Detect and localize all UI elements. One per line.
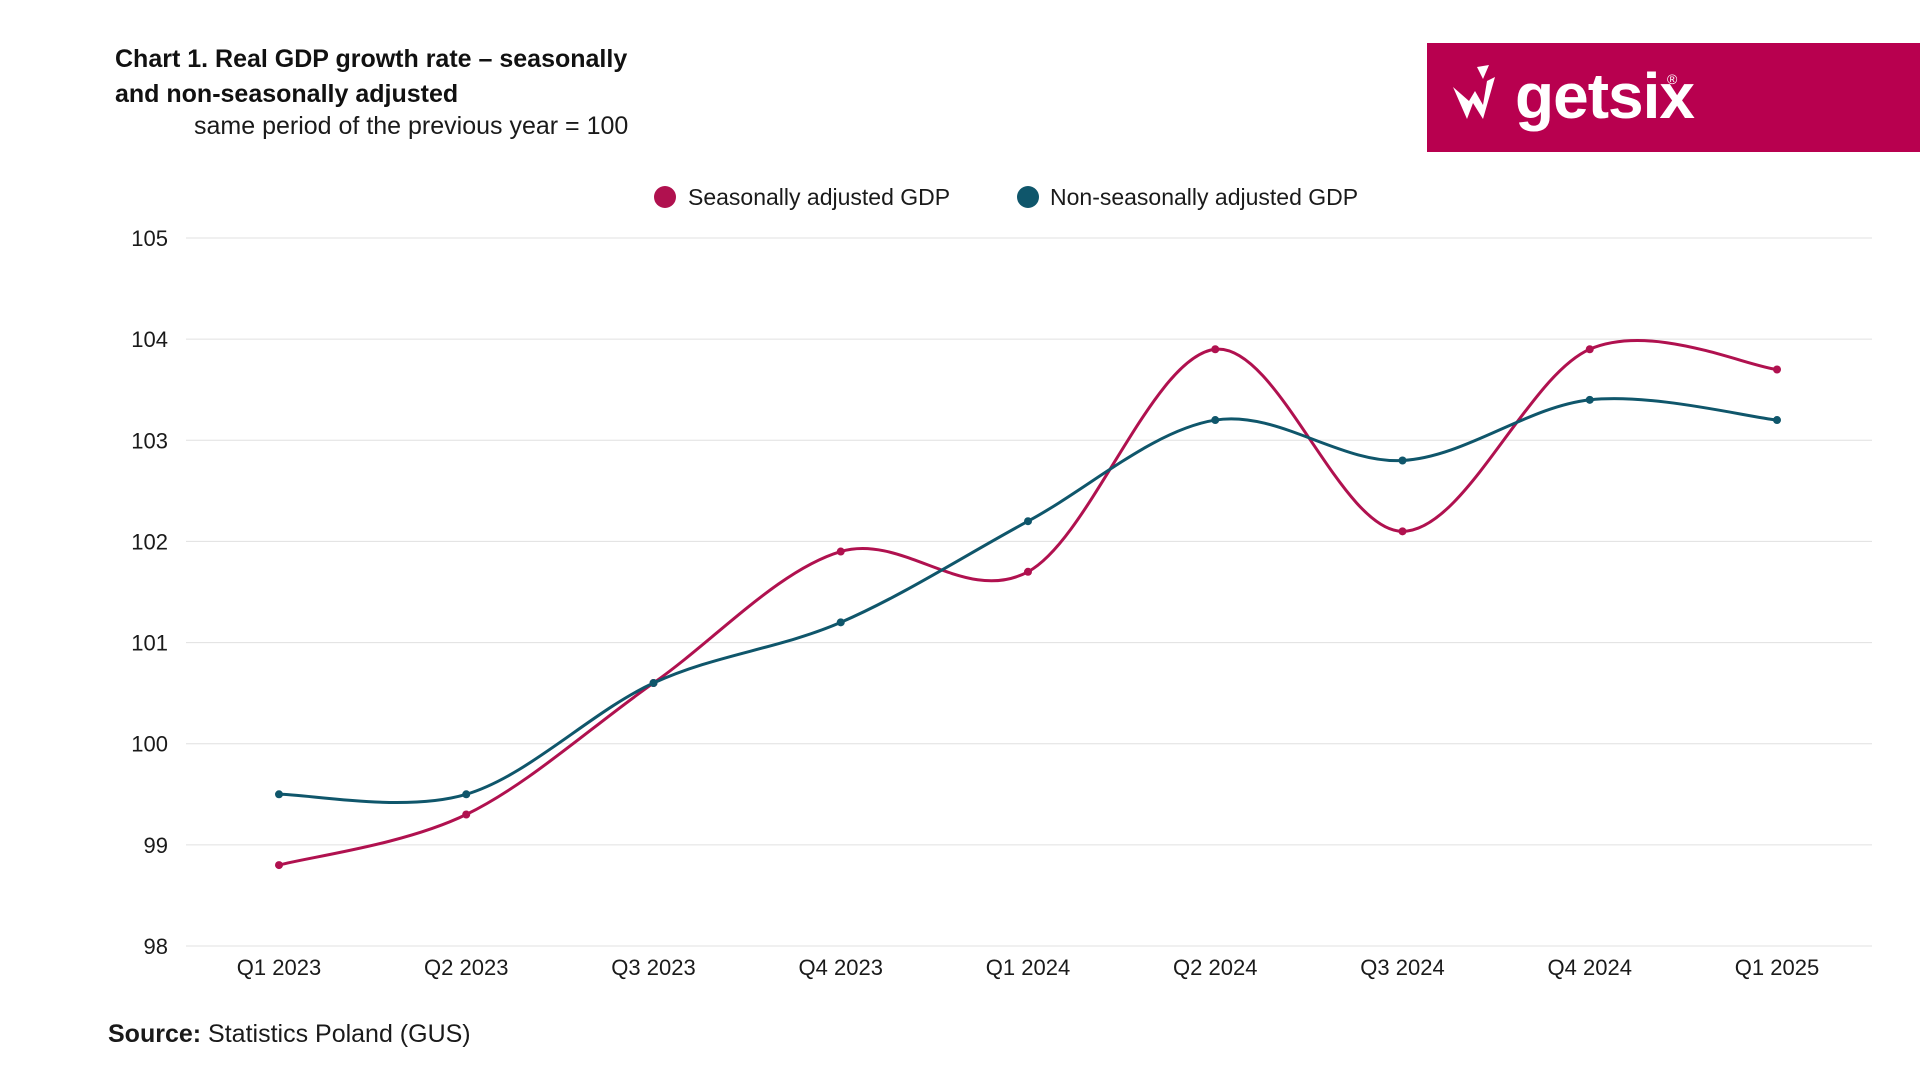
data-point [1211,416,1220,425]
legend-marker-0 [654,186,676,208]
data-point [649,679,658,688]
x-tick-label: Q4 2024 [1548,955,1632,980]
data-point [1773,416,1781,425]
source-label: Source: [108,1020,202,1048]
data-point [462,810,471,819]
x-tick-label: Q3 2023 [611,955,695,980]
data-point [1398,456,1407,465]
getsix-logo: getsix ® [1427,43,1920,152]
y-tick-label-100: 100 [131,732,168,757]
x-tick-label: Q4 2023 [799,955,883,980]
legend: Seasonally adjusted GDP Non-seasonally ad… [654,184,1358,210]
grid-lines [186,237,1872,947]
data-point [1211,345,1220,354]
data-point [1024,517,1032,526]
x-tick-label: Q2 2024 [1173,955,1257,980]
gdp-line-chart: 98 99 100 101 102 103 104 105 Q1 2023 Q2 2023 Q3 … [131,184,1872,980]
data-point [836,618,845,627]
series-line-0 [278,339,1778,867]
y-tick-label-103: 103 [131,428,168,453]
data-point [275,790,283,799]
data-point [1585,345,1594,354]
x-tick-label: Q3 2024 [1360,955,1444,980]
source-note: Source: Statistics Poland (GUS) [108,1020,471,1049]
data-point [275,861,283,870]
y-tick-label-105: 105 [131,226,168,251]
y-tick-label-99: 99 [144,833,168,858]
data-point [1773,365,1781,374]
legend-marker-1 [1017,186,1039,208]
chart-title-line-1: Chart 1. Real GDP growth rate – seasonal… [115,45,628,73]
y-tick-label-102: 102 [131,529,168,554]
x-tick-label: Q2 2023 [424,955,508,980]
logo-registered-mark: ® [1667,71,1678,87]
series-line-1 [278,397,1778,804]
data-point [1585,395,1594,404]
source-text: Statistics Poland (GUS) [208,1020,471,1048]
data-point [836,547,845,556]
series-lines [275,339,1781,870]
y-tick-label-104: 104 [131,327,168,352]
data-point [462,790,471,799]
x-axis-ticks: Q1 2023 Q2 2023 Q3 2023 Q4 2023 Q1 2024 Q2 20… [237,955,1819,980]
x-tick-label: Q1 2023 [237,955,321,980]
legend-label-0: Seasonally adjusted GDP [688,184,950,210]
y-axis-ticks: 98 99 100 101 102 103 104 105 [131,226,168,959]
data-point [1024,567,1032,576]
x-tick-label: Q1 2024 [986,955,1070,980]
y-tick-label-98: 98 [144,934,168,959]
legend-label-1: Non-seasonally adjusted GDP [1050,184,1358,210]
data-point [1398,527,1407,536]
x-tick-label: Q1 2025 [1735,955,1819,980]
y-tick-label-101: 101 [131,631,168,656]
chart-subtitle: same period of the previous year = 100 [194,112,629,140]
chart-title-line-2: and non-seasonally adjusted [115,80,459,108]
logo-arrow-icon [1453,65,1495,119]
chart-title: Chart 1. Real GDP growth rate – seasonal… [115,42,627,112]
logo-text: getsix [1515,60,1695,132]
